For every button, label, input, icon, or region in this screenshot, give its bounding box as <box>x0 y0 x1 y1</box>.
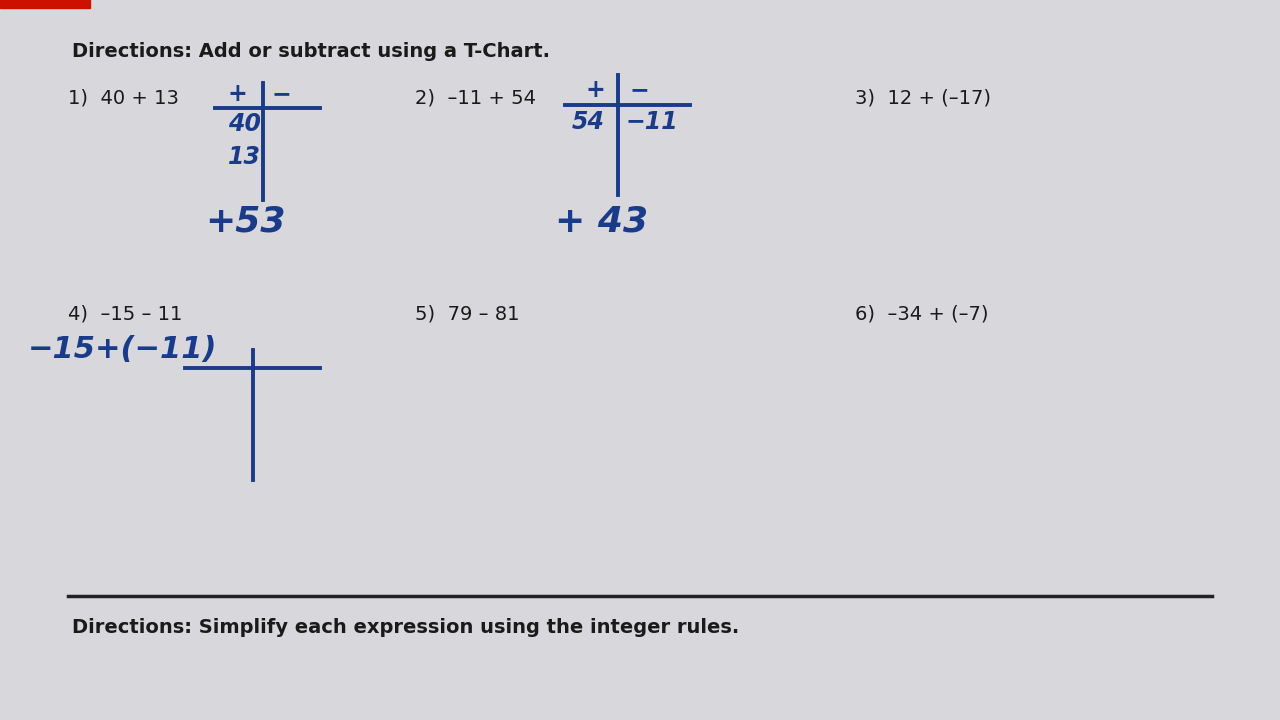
Text: −: − <box>630 78 650 102</box>
Text: +: + <box>586 78 605 102</box>
Text: 4)  –15 – 11: 4) –15 – 11 <box>68 305 182 324</box>
Text: Directions: Add or subtract using a T-Chart.: Directions: Add or subtract using a T-Ch… <box>72 42 550 61</box>
Text: −15+(−11): −15+(−11) <box>28 335 218 364</box>
Text: + 43: + 43 <box>556 205 648 239</box>
Text: −11: −11 <box>626 110 678 134</box>
Text: Directions: Simplify each expression using the integer rules.: Directions: Simplify each expression usi… <box>72 618 740 637</box>
Text: 3)  12 + (–17): 3) 12 + (–17) <box>855 88 991 107</box>
Text: 1)  40 + 13: 1) 40 + 13 <box>68 88 179 107</box>
Text: 13: 13 <box>228 145 261 169</box>
Text: 2)  –11 + 54: 2) –11 + 54 <box>415 88 536 107</box>
Text: +53: +53 <box>205 205 285 239</box>
Text: 40: 40 <box>228 112 261 136</box>
Text: 6)  –34 + (–7): 6) –34 + (–7) <box>855 305 988 324</box>
Text: 5)  79 – 81: 5) 79 – 81 <box>415 305 520 324</box>
Bar <box>0 0 90 8</box>
Text: −: − <box>273 82 292 106</box>
Text: +: + <box>228 82 248 106</box>
Text: 54: 54 <box>572 110 605 134</box>
